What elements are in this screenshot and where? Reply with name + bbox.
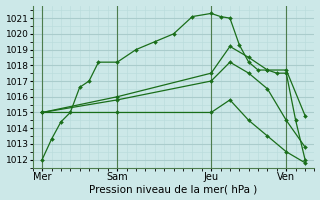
X-axis label: Pression niveau de la mer( hPa ): Pression niveau de la mer( hPa ) (90, 184, 258, 194)
